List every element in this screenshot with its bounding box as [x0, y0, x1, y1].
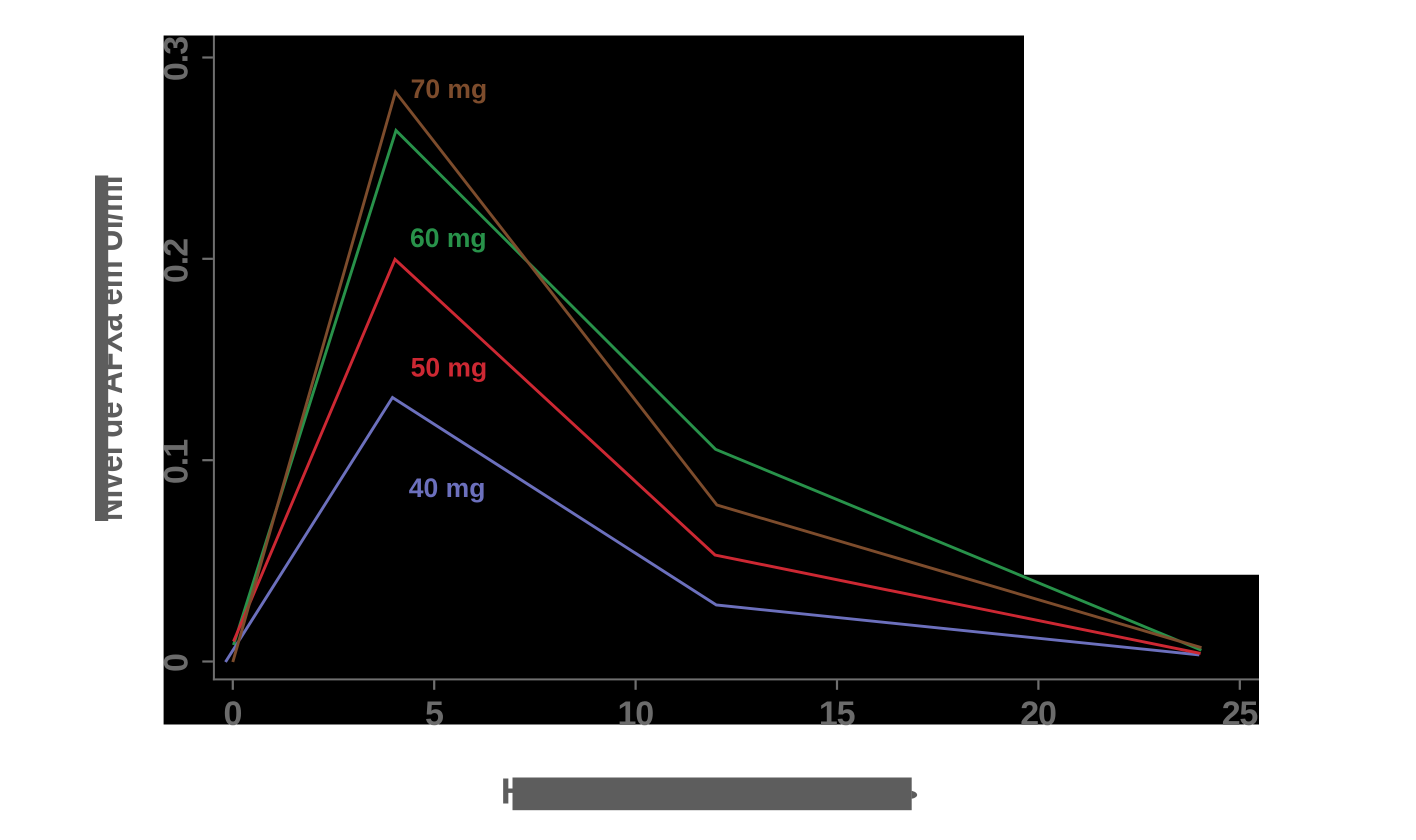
- svg-text:40 mg: 40 mg: [409, 473, 486, 503]
- svg-text:5: 5: [425, 695, 443, 733]
- svg-text:60 mg: 60 mg: [410, 223, 487, 253]
- svg-text:70 mg: 70 mg: [411, 74, 488, 104]
- svg-text:50 mg: 50 mg: [411, 353, 488, 383]
- svg-text:10: 10: [617, 695, 653, 733]
- svg-text:0.1: 0.1: [158, 440, 196, 484]
- svg-text:0: 0: [224, 695, 242, 733]
- svg-text:0: 0: [158, 654, 196, 672]
- svg-text:25: 25: [1222, 695, 1258, 733]
- svg-text:0.2: 0.2: [158, 239, 196, 283]
- svg-text:15: 15: [819, 695, 855, 733]
- svg-text:0.3: 0.3: [158, 37, 196, 81]
- svg-text:20: 20: [1020, 695, 1056, 733]
